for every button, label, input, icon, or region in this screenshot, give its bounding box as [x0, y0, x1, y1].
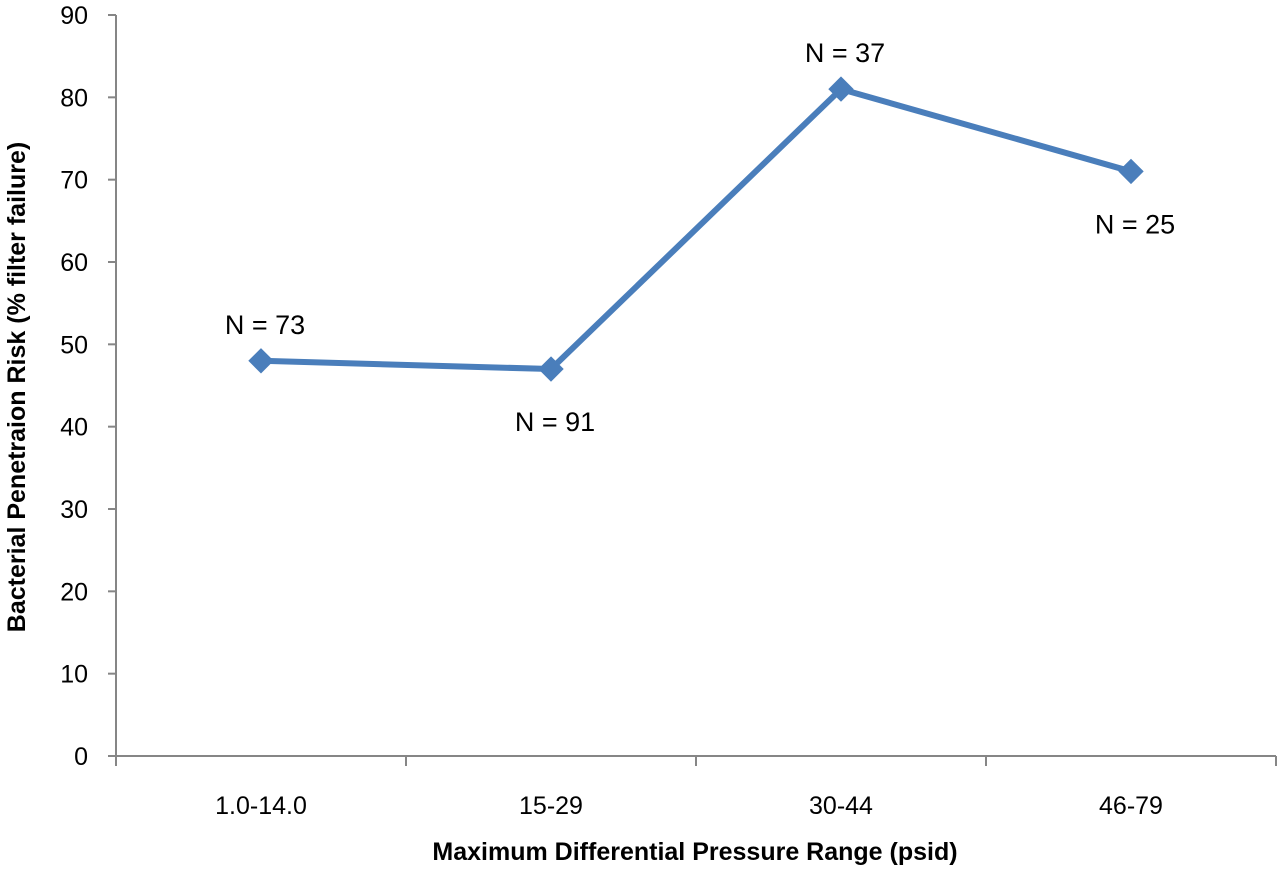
y-tick-label: 50	[60, 331, 88, 359]
y-tick-label: 70	[60, 167, 88, 195]
y-axis-title: Bacterial Penetraion Risk (% filter fail…	[3, 142, 31, 632]
data-point-marker	[1118, 158, 1144, 185]
data-label: N = 73	[225, 310, 305, 340]
data-labels: N = 73 N = 91 N = 37 N = 25	[225, 38, 1175, 437]
y-tick-label: 10	[60, 661, 88, 689]
x-tick-label: 15-29	[519, 792, 583, 820]
x-tick-label: 1.0-14.0	[215, 792, 307, 820]
data-point-marker	[828, 76, 854, 102]
series-layer	[248, 76, 1144, 382]
x-axis-title: Maximum Differential Pressure Range (psi…	[432, 838, 957, 866]
data-point-marker	[538, 356, 564, 382]
axes: 0 10 20 30 40 50 60 70 80 90 1.0-14.0 15-29 30-44 46-…	[60, 2, 1277, 820]
data-label: N = 37	[805, 38, 885, 68]
data-label: N = 25	[1095, 209, 1175, 239]
y-tick-label: 20	[60, 578, 88, 606]
y-tick-label: 30	[60, 496, 88, 524]
x-tick-label: 46-79	[1099, 792, 1163, 820]
y-tick-label: 80	[60, 84, 88, 112]
y-tick-label: 0	[74, 743, 88, 771]
y-tick-label: 40	[60, 414, 88, 442]
series-line	[260, 86, 1132, 373]
data-point-marker	[248, 348, 274, 374]
data-label: N = 91	[515, 407, 595, 437]
y-tick-label: 90	[60, 2, 88, 30]
y-tick-label: 60	[60, 249, 88, 277]
x-tick-label: 30-44	[809, 792, 873, 820]
